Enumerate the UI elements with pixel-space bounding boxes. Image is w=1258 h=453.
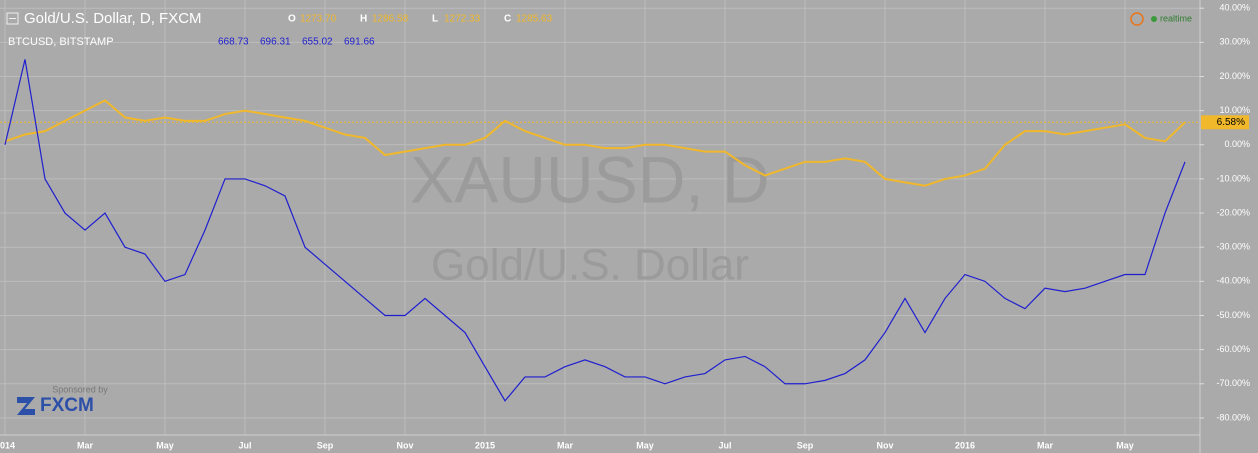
y-tick-label: 0.00% (1224, 139, 1250, 149)
sponsor-brand[interactable]: FXCM (40, 395, 94, 416)
x-tick-label: Mar (557, 440, 574, 450)
x-tick-label: Nov (876, 440, 893, 450)
header-title[interactable]: Gold/U.S. Dollar, D, FXCM (24, 10, 202, 27)
compare-value: 668.73 (218, 37, 249, 48)
y-tick-label: -80.00% (1216, 412, 1250, 422)
x-tick-label: Jul (238, 440, 251, 450)
y-tick-label: -70.00% (1216, 378, 1250, 388)
ohlc-value: 1273.70 (300, 14, 337, 25)
y-tick-label: -60.00% (1216, 344, 1250, 354)
y-tick-label: -10.00% (1216, 173, 1250, 183)
status: realtime (1160, 13, 1192, 23)
ohlc-value: 1286.58 (372, 14, 409, 25)
y-tick-label: 40.00% (1219, 3, 1250, 13)
last-value-box (1201, 115, 1249, 130)
y-tick-label: 20.00% (1219, 71, 1250, 81)
status-icon[interactable] (1130, 12, 1144, 26)
x-tick-label: Sep (797, 440, 814, 450)
ohlc-value: 1272.33 (444, 14, 481, 25)
compare-value: 691.66 (344, 37, 375, 48)
y-tick-label: -30.00% (1216, 242, 1250, 252)
x-tick-label: 2015 (475, 440, 495, 450)
x-tick-label: 2016 (955, 440, 975, 450)
watermark-description: Gold/U.S. Dollar (431, 241, 749, 290)
collapse-icon[interactable] (6, 12, 19, 25)
y-tick-label: -50.00% (1216, 310, 1250, 320)
x-tick-label: Mar (1037, 440, 1054, 450)
y-tick-label: -40.00% (1216, 276, 1250, 286)
x-tick-label: May (156, 440, 174, 450)
y-tick-label: 30.00% (1219, 37, 1250, 47)
sponsor-caption: Sponsored by (52, 384, 108, 394)
x-tick-label: Sep (317, 440, 334, 450)
x-tick-label: May (1116, 440, 1134, 450)
ohlc-key: C (504, 14, 511, 25)
ohlc-key: O (288, 14, 296, 25)
watermark-symbol: XAUUSD, D (410, 142, 769, 216)
x-tick-label: Jul (718, 440, 731, 450)
x-tick-label: Nov (396, 440, 413, 450)
ohlc-value: 1285.63 (516, 14, 553, 25)
x-tick-label: Mar (77, 440, 94, 450)
series-line (4, 59, 1186, 402)
lines (0, 59, 1200, 402)
grid (0, 0, 1200, 435)
ohlc-key: L (432, 14, 438, 25)
sponsor-logo (17, 397, 35, 415)
compare-value: 655.02 (302, 37, 333, 48)
y-tick-label: 10.00% (1219, 105, 1250, 115)
x-tick-label: May (636, 440, 654, 450)
series-line (4, 99, 1186, 187)
status-dot (1151, 16, 1157, 22)
last-value-label: 6.58% (1217, 117, 1245, 128)
compare-value: 696.31 (260, 37, 291, 48)
y-tick-label: -20.00% (1216, 207, 1250, 217)
ohlc-key: H (360, 14, 367, 25)
compare-title[interactable]: BTCUSD, BITSTAMP (8, 36, 114, 48)
x-tick-label: 2014 (0, 440, 15, 450)
